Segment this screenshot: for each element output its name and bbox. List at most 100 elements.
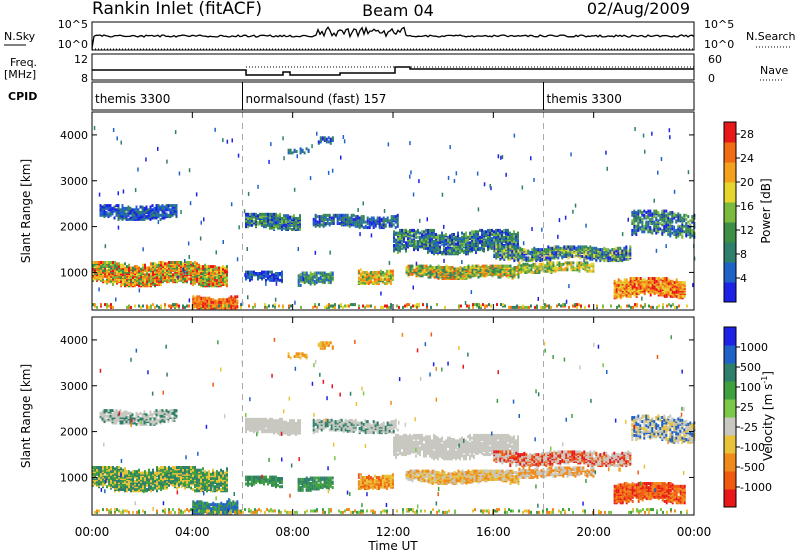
data-cell	[557, 256, 560, 260]
nsky-frame	[91, 21, 695, 51]
data-cell	[637, 212, 640, 216]
data-cell	[681, 223, 684, 227]
data-cell	[532, 271, 535, 274]
data-cell	[481, 231, 483, 235]
data-cell	[485, 230, 487, 234]
data-cell	[295, 222, 297, 226]
data-cell	[318, 220, 321, 224]
data-cell	[533, 246, 536, 250]
data-cell	[168, 304, 170, 308]
data-cell	[529, 256, 532, 260]
data-cell	[563, 245, 566, 249]
data-cell	[673, 228, 676, 232]
data-cell	[679, 217, 682, 221]
data-cell	[142, 304, 144, 308]
data-cell	[499, 245, 502, 249]
data-cell	[170, 261, 172, 264]
data-cell	[647, 220, 650, 224]
data-cell	[542, 305, 544, 309]
data-cell	[348, 216, 351, 220]
data-cell	[410, 305, 412, 309]
data-cell	[556, 266, 559, 270]
data-cell	[457, 271, 460, 275]
data-cell	[441, 231, 443, 235]
data-cell	[577, 245, 580, 249]
data-cell	[669, 217, 672, 221]
data-cell	[671, 231, 674, 235]
data-cell	[267, 212, 269, 216]
data-cell	[380, 305, 382, 309]
data-cell	[649, 277, 652, 280]
data-cell	[427, 271, 430, 275]
data-cell	[326, 222, 329, 225]
data-cell	[443, 237, 445, 241]
data-cell	[477, 230, 479, 234]
data-cell	[222, 298, 225, 302]
data-cell	[571, 250, 574, 254]
data-cell	[631, 222, 634, 225]
data-cell	[98, 261, 100, 264]
data-cell	[683, 219, 686, 223]
data-cell	[623, 293, 626, 297]
data-cell	[515, 233, 517, 236]
data-cell	[515, 238, 517, 242]
data-cell	[467, 264, 470, 268]
data-cell	[541, 248, 544, 252]
data-cell	[663, 212, 666, 216]
data-cell	[111, 206, 114, 210]
data-cell	[509, 264, 512, 268]
data-cell	[513, 259, 516, 263]
data-cell	[289, 221, 291, 225]
data-cell	[145, 209, 148, 213]
data-cell	[114, 261, 116, 264]
data-cell	[625, 245, 628, 249]
data-cell	[561, 246, 564, 250]
data-cell	[369, 271, 372, 274]
data-cell	[511, 249, 514, 253]
data-cell	[667, 223, 670, 227]
data-cell	[320, 215, 323, 219]
data-cell	[445, 233, 447, 236]
data-cell	[477, 264, 480, 268]
data-cell	[662, 305, 664, 309]
data-cell	[348, 224, 351, 228]
data-cell	[307, 148, 310, 152]
data-cell	[106, 261, 108, 264]
data-cell	[252, 305, 254, 309]
data-cell	[544, 303, 546, 307]
data-cell	[356, 220, 359, 224]
data-cell	[669, 294, 672, 298]
data-cell	[388, 219, 391, 223]
data-cell	[328, 303, 330, 307]
data-cell	[200, 281, 202, 285]
data-cell	[109, 208, 112, 212]
data-cell	[661, 223, 664, 227]
data-cell	[119, 208, 122, 212]
data-cell	[560, 304, 562, 308]
data-cell	[550, 265, 553, 269]
data-cell	[645, 282, 648, 286]
data-cell	[261, 270, 263, 274]
data-cell	[125, 206, 128, 210]
data-cell	[384, 217, 387, 221]
data-cell	[330, 304, 332, 308]
data-cell	[401, 228, 403, 232]
data-cell	[565, 245, 568, 249]
data-cell	[603, 246, 606, 250]
data-cell	[344, 220, 347, 224]
data-cell	[240, 303, 242, 307]
data-cell	[451, 266, 454, 269]
data-cell	[275, 272, 277, 275]
data-cell	[571, 245, 574, 249]
data-cell	[532, 262, 535, 266]
data-cell	[564, 303, 566, 307]
data-cell	[312, 217, 315, 221]
data-cell	[505, 264, 508, 268]
data-cell	[599, 248, 602, 252]
data-cell	[230, 295, 233, 299]
data-cell	[234, 295, 237, 299]
data-cell	[164, 265, 166, 269]
data-cell	[515, 266, 518, 269]
data-cell	[562, 262, 565, 266]
data-cell	[567, 249, 570, 253]
